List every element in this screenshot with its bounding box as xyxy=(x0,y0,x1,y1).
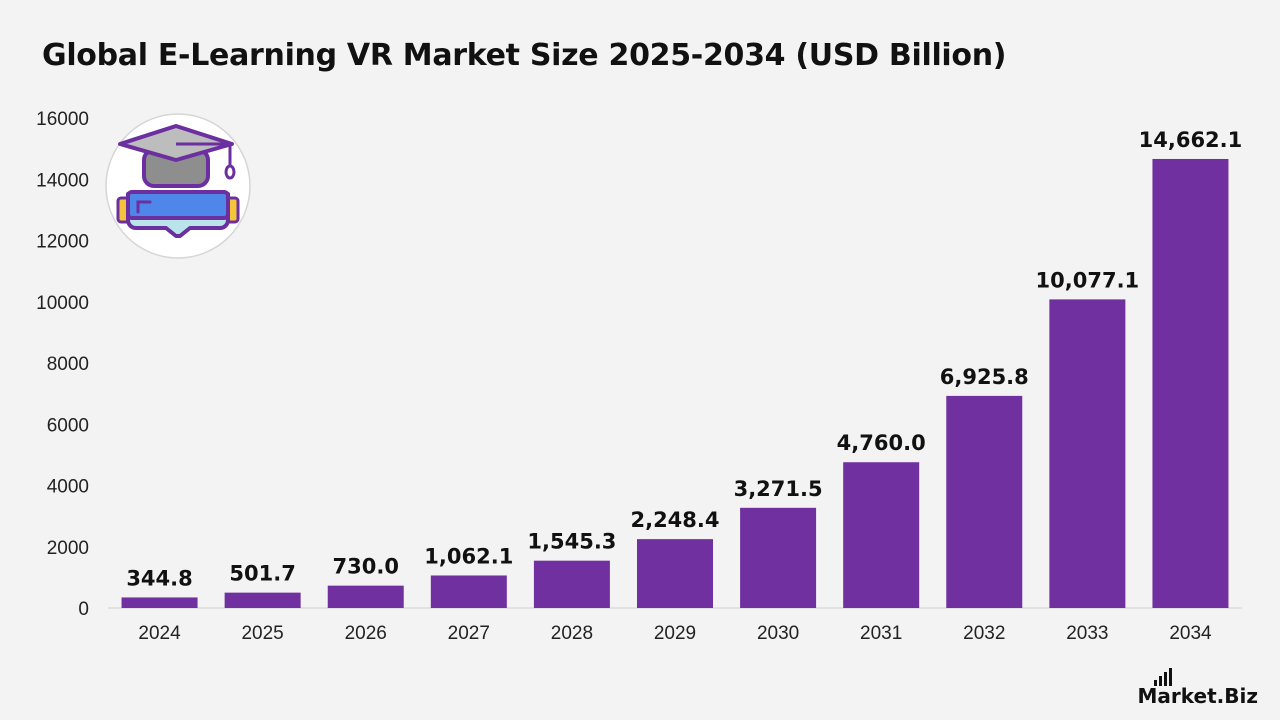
x-tick-label: 2033 xyxy=(1066,623,1108,644)
y-tick-label: 2000 xyxy=(47,538,89,559)
y-tick-label: 0 xyxy=(78,599,89,620)
bar-2028 xyxy=(533,560,610,608)
y-tick-label: 8000 xyxy=(47,354,89,375)
bar-2033 xyxy=(1049,299,1126,608)
bar-2029 xyxy=(637,539,713,608)
x-tick-label: 2030 xyxy=(757,623,799,644)
x-tick-label: 2028 xyxy=(551,623,593,644)
data-label-2028: 1,545.3 xyxy=(527,530,616,554)
bar-2027 xyxy=(430,575,507,608)
x-tick-label: 2031 xyxy=(860,623,902,644)
bar-2034 xyxy=(1152,158,1229,608)
bars: 344.8 501.7 730.0 1,062.1 1,545.3 2,248.4 3,27… xyxy=(121,128,1243,608)
data-label-2024: 344.8 xyxy=(126,566,192,590)
x-tick-label: 2026 xyxy=(345,623,387,644)
data-label-2027: 1,062.1 xyxy=(424,544,513,568)
x-tick-label: 2032 xyxy=(963,623,1005,644)
x-tick-label: 2029 xyxy=(654,623,696,644)
data-label-2029: 2,248.4 xyxy=(630,508,719,532)
y-tick-label: 14000 xyxy=(36,170,89,191)
bar-2025 xyxy=(224,592,301,608)
y-tick-label: 6000 xyxy=(47,415,89,436)
x-axis: 2024 2025 2026 2027 2028 2029 2030 2031 2032 2033… xyxy=(138,623,1212,644)
bar-2026 xyxy=(327,585,404,608)
x-tick-label: 2027 xyxy=(448,623,490,644)
bar-2032 xyxy=(946,395,1023,608)
market-biz-logo: Market.Biz xyxy=(1138,668,1258,708)
bar-2031 xyxy=(843,462,920,608)
y-tick-label: 16000 xyxy=(36,109,89,130)
y-tick-label: 12000 xyxy=(36,232,89,253)
x-tick-label: 2024 xyxy=(138,623,181,644)
chart-title: Global E-Learning VR Market Size 2025-20… xyxy=(42,38,1007,73)
data-label-2026: 730.0 xyxy=(333,555,399,579)
data-label-2031: 4,760.0 xyxy=(837,431,926,455)
data-label-2034: 14,662.1 xyxy=(1139,128,1243,152)
bar-chart-icon xyxy=(1153,668,1172,686)
data-label-2032: 6,925.8 xyxy=(940,365,1029,389)
data-label-2030: 3,271.5 xyxy=(734,477,823,501)
bar-2024 xyxy=(121,597,198,608)
data-label-2033: 10,077.1 xyxy=(1036,268,1140,292)
bar-2030 xyxy=(740,507,817,608)
data-label-2025: 501.7 xyxy=(229,562,295,586)
x-tick-label: 2034 xyxy=(1169,623,1212,644)
vr-headset-graduation-cap-icon xyxy=(105,113,251,259)
brand-name: Market.Biz xyxy=(1137,684,1259,708)
x-tick-label: 2025 xyxy=(241,623,283,644)
y-tick-label: 10000 xyxy=(36,293,89,314)
y-tick-label: 4000 xyxy=(47,477,89,498)
y-axis: 0 2000 4000 6000 8000 10000 12000 14000 16000 xyxy=(36,109,89,620)
